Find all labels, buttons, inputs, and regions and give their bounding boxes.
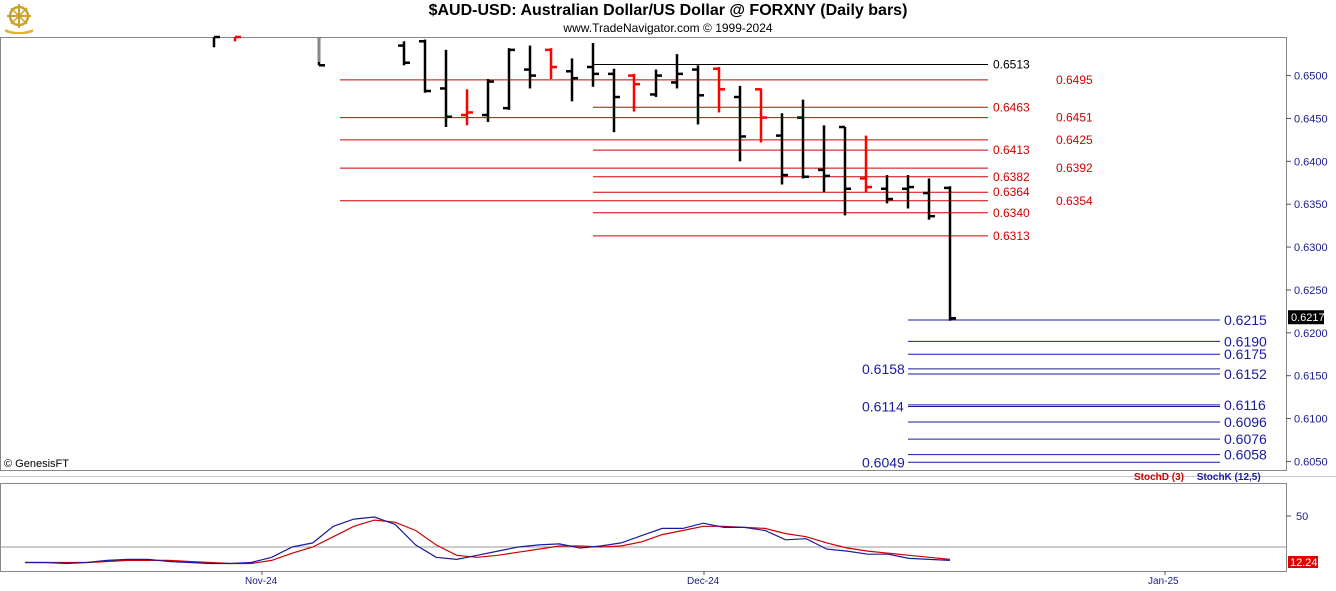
ohlc-bar bbox=[461, 89, 473, 126]
ohlc-bar bbox=[419, 39, 431, 93]
resistance-label: 0.6382 bbox=[993, 170, 1030, 184]
ship-wheel-logo-icon bbox=[5, 4, 33, 34]
support-label: 0.6175 bbox=[1224, 346, 1267, 362]
stoch-50-label: 50 bbox=[1296, 511, 1308, 523]
price-tick-label: 0.6050 bbox=[1294, 456, 1328, 468]
ohlc-bar bbox=[440, 49, 452, 128]
ohlc-bar bbox=[797, 99, 809, 179]
resistance-label: 0.6451 bbox=[1056, 111, 1093, 125]
chart-subtitle: www.TradeNavigator.com © 1999-2024 bbox=[563, 21, 773, 35]
ohlc-bar bbox=[628, 73, 640, 112]
support-label: 0.6049 bbox=[862, 454, 905, 470]
price-tick-label: 0.6500 bbox=[1294, 71, 1328, 83]
ohlc-bar bbox=[398, 41, 410, 66]
price-levels: 0.6513 0.6495 0.6463 0.6451 0.6425 0.6413 0.63… bbox=[340, 57, 1267, 470]
resistance-label: 0.6495 bbox=[1056, 73, 1093, 87]
ohlc-bar bbox=[839, 125, 851, 216]
price-tick-label: 0.6450 bbox=[1294, 113, 1328, 125]
ohlc-bar bbox=[482, 79, 494, 122]
ohlc-bar bbox=[692, 65, 704, 125]
resistance-label: 0.6364 bbox=[993, 185, 1030, 199]
stoch-d-legend: StochD (3) bbox=[1134, 472, 1184, 483]
stochastic-panel-frame bbox=[0, 483, 1287, 572]
ohlc-bar bbox=[587, 43, 599, 87]
resistance-label: 0.6413 bbox=[993, 143, 1030, 157]
chart-title: $AUD-USD: Australian Dollar/US Dollar @ … bbox=[428, 2, 908, 19]
support-label: 0.6152 bbox=[1224, 366, 1267, 382]
support-label: 0.6096 bbox=[1224, 414, 1267, 430]
ohlc-bar bbox=[713, 67, 725, 113]
ohlc-bar bbox=[734, 85, 746, 162]
ohlc-bar bbox=[860, 135, 872, 193]
support-label: 0.6116 bbox=[1224, 397, 1266, 413]
ohlc-bar bbox=[650, 69, 662, 98]
date-axis: Nov-24 Dec-24 Jan-25 bbox=[245, 571, 1179, 587]
chart-header: $AUD-USD: Australian Dollar/US Dollar @ … bbox=[0, 0, 1336, 37]
resistance-label: 0.6513 bbox=[993, 57, 1030, 71]
resistance-label: 0.6425 bbox=[1056, 133, 1093, 147]
support-label: 0.6190 bbox=[1224, 333, 1267, 349]
ohlc-bar bbox=[545, 48, 557, 80]
price-tick-label: 0.6150 bbox=[1294, 371, 1328, 383]
ohlc-bar bbox=[671, 54, 683, 89]
date-tick-label: Dec-24 bbox=[687, 576, 720, 587]
support-label: 0.6215 bbox=[1224, 312, 1267, 328]
price-tick-label: 0.6350 bbox=[1294, 199, 1328, 211]
ohlc-bar bbox=[566, 58, 578, 102]
ohlc-bar bbox=[233, 35, 241, 42]
price-tick-label: 0.6200 bbox=[1294, 328, 1328, 340]
price-tick-label: 0.6300 bbox=[1294, 242, 1328, 254]
support-label: 0.6158 bbox=[862, 361, 905, 377]
stochastic-panel: 50 12.24 bbox=[0, 511, 1318, 569]
resistance-label: 0.6463 bbox=[993, 100, 1030, 114]
ohlc-bar bbox=[923, 178, 935, 220]
ohlc-bar bbox=[944, 186, 956, 321]
price-tick-label: 0.6100 bbox=[1294, 414, 1328, 426]
last-price-box bbox=[1288, 310, 1324, 325]
ohlc-bar bbox=[881, 175, 893, 204]
price-axis: 0.6050 0.6100 0.6150 0.6200 0.6250 0.6300 0.63… bbox=[1286, 71, 1328, 468]
resistance-label: 0.6313 bbox=[993, 229, 1030, 243]
ohlc-bar bbox=[776, 113, 788, 185]
price-tick-label: 0.6250 bbox=[1294, 285, 1328, 297]
ohlc-bar bbox=[503, 48, 515, 110]
support-label: 0.6076 bbox=[1224, 431, 1267, 447]
support-label: 0.6114 bbox=[862, 399, 904, 415]
last-price-label: 0.6217 bbox=[1291, 312, 1325, 324]
date-tick-label: Jan-25 bbox=[1148, 576, 1179, 587]
stoch-k-line bbox=[25, 516, 951, 565]
resistance-label: 0.6392 bbox=[1056, 161, 1093, 175]
stoch-last-label: 12.24 bbox=[1290, 557, 1318, 569]
stoch-d-line bbox=[25, 519, 951, 565]
ohlc-bar bbox=[755, 88, 767, 143]
ohlc-bar bbox=[212, 35, 220, 48]
ohlc-bars bbox=[212, 35, 956, 321]
resistance-label: 0.6354 bbox=[1056, 194, 1093, 208]
ohlc-bar bbox=[608, 68, 620, 133]
stoch-last-box bbox=[1288, 556, 1318, 568]
date-tick-label: Nov-24 bbox=[245, 576, 278, 587]
stoch-k-legend: StochK (12,5) bbox=[1196, 472, 1261, 483]
resistance-label: 0.6340 bbox=[993, 206, 1030, 220]
ohlc-bar bbox=[902, 175, 914, 209]
ohlc-bar bbox=[524, 45, 536, 89]
stochastic-legend: StochD (3) StochK (12,5) bbox=[1134, 472, 1261, 483]
chart-frames bbox=[0, 37, 1336, 572]
price-panel-frame bbox=[0, 37, 1287, 471]
support-label: 0.6058 bbox=[1224, 447, 1267, 463]
ohlc-bar bbox=[818, 125, 830, 193]
copyright-text: © GenesisFT bbox=[4, 458, 69, 470]
price-tick-label: 0.6400 bbox=[1294, 156, 1328, 168]
